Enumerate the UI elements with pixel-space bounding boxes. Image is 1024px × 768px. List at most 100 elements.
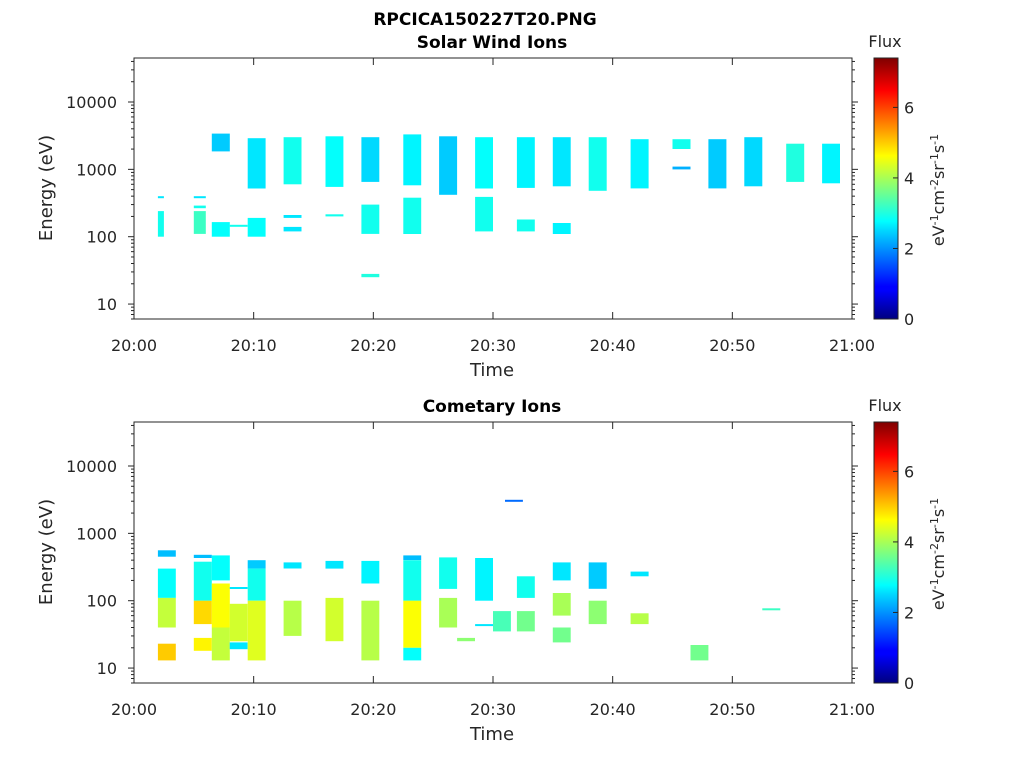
heatmap-cell bbox=[552, 627, 571, 643]
heatmap-cell bbox=[229, 587, 248, 589]
heatmap-cell bbox=[325, 214, 344, 217]
colorbar: Flux 0 2 4 6 eV-1cm-2sr-1s-1 bbox=[868, 32, 948, 329]
heatmap-cell bbox=[361, 273, 380, 278]
heatmap-cell bbox=[157, 196, 164, 199]
heatmap-cell bbox=[672, 139, 691, 149]
heatmap-cell bbox=[457, 637, 475, 642]
heatmap-cell bbox=[361, 560, 380, 584]
heatmap-cell bbox=[439, 136, 458, 195]
heatmap-cell bbox=[247, 568, 266, 601]
colorbar-tick-label: 2 bbox=[904, 239, 914, 258]
heatmap-cell bbox=[630, 139, 649, 189]
heatmap-cell bbox=[247, 560, 266, 569]
y-axis-label: Energy (eV) bbox=[36, 499, 57, 605]
heatmap-cell bbox=[403, 600, 422, 648]
y-tick-label: 1000 bbox=[76, 160, 117, 179]
x-tick-label: 20:10 bbox=[231, 336, 277, 355]
heatmap-cell bbox=[403, 560, 422, 601]
y-tick-label: 100 bbox=[86, 228, 117, 247]
heatmap-cell bbox=[247, 600, 266, 661]
heatmap-cell bbox=[211, 222, 230, 237]
heatmap-cell bbox=[403, 647, 422, 661]
heatmap-cell bbox=[403, 197, 422, 234]
heatmap-cell bbox=[247, 138, 266, 189]
colorbar-gradient bbox=[873, 421, 899, 684]
heatmap-cell bbox=[552, 593, 571, 616]
colorbar-unit-label: eV-1cm-2sr-1s-1 bbox=[928, 498, 949, 610]
colorbar-tick-label: 4 bbox=[904, 533, 914, 552]
x-tick-label: 20:00 bbox=[111, 336, 157, 355]
heatmap-cell bbox=[552, 137, 571, 187]
panel-solar-wind: Solar Wind Ions 20:00 20:10 20:20 20:30 20:4… bbox=[36, 32, 948, 381]
y-tick-label: 10000 bbox=[66, 457, 117, 476]
heatmap-cell bbox=[708, 139, 727, 189]
x-tick-label: 20:00 bbox=[111, 700, 157, 719]
colorbar-unit-label: eV-1cm-2sr-1s-1 bbox=[928, 134, 949, 246]
heatmap-cell bbox=[325, 136, 344, 187]
heatmap-cell bbox=[516, 219, 535, 232]
colorbar-title: Flux bbox=[868, 32, 901, 51]
colorbar-tick-label: 0 bbox=[904, 310, 914, 329]
colorbar-tick-label: 6 bbox=[904, 462, 914, 481]
heatmap-cell bbox=[552, 562, 571, 581]
colorbar-tick-label: 4 bbox=[904, 169, 914, 188]
heatmap-cell bbox=[588, 600, 607, 625]
heatmap-cell bbox=[630, 613, 649, 625]
heatmap-cell bbox=[157, 211, 164, 237]
heatmap-cell bbox=[744, 137, 763, 187]
heatmap-cell bbox=[475, 196, 493, 232]
x-axis-label: Time bbox=[469, 724, 514, 745]
heatmap-cell bbox=[439, 597, 458, 628]
x-tick-label: 20:20 bbox=[350, 336, 396, 355]
y-tick-label: 10 bbox=[97, 659, 117, 678]
heatmap-cell bbox=[211, 555, 230, 581]
colorbar-tick-label: 6 bbox=[904, 98, 914, 117]
heatmap-cell bbox=[505, 499, 523, 502]
heatmap-cell bbox=[516, 137, 535, 188]
panel-cometary: Cometary Ions 20:00 20:10 20:20 20:30 20:40 2… bbox=[36, 396, 948, 745]
heatmap-cell bbox=[493, 611, 511, 632]
x-tick-label: 20:30 bbox=[470, 336, 516, 355]
x-tick-label: 21:00 bbox=[829, 700, 875, 719]
heatmap-cell bbox=[247, 217, 266, 237]
y-axis-label: Energy (eV) bbox=[36, 135, 57, 241]
heatmap-cell bbox=[211, 133, 230, 152]
x-axis: 20:00 20:10 20:20 20:30 20:40 20:50 21:00 bbox=[111, 58, 875, 355]
x-tick-label: 20:10 bbox=[231, 700, 277, 719]
heatmap-cell bbox=[157, 568, 176, 598]
heatmap-cell bbox=[516, 611, 535, 632]
heatmap-cell bbox=[193, 600, 212, 625]
heatmap-cell bbox=[403, 555, 422, 561]
colorbar-title: Flux bbox=[868, 396, 901, 415]
heatmap-cell bbox=[630, 571, 649, 577]
y-axis: 10 100 1000 10000 bbox=[66, 60, 858, 320]
panel-title: Solar Wind Ions bbox=[417, 33, 568, 53]
heatmap-cell bbox=[475, 624, 493, 627]
colorbar-ticks: 0 2 4 6 bbox=[893, 98, 914, 329]
colorbar-ticks: 0 2 4 6 bbox=[893, 462, 914, 693]
y-tick-label: 10 bbox=[97, 295, 117, 314]
x-axis: 20:00 20:10 20:20 20:30 20:40 20:50 21:00 bbox=[111, 422, 875, 719]
heatmap-cell bbox=[672, 166, 691, 170]
heatmap-cell bbox=[157, 550, 176, 557]
heatmap-cell bbox=[193, 196, 206, 199]
figure-suptitle: RPCICA150227T20.PNG bbox=[373, 10, 596, 30]
heatmap-cell bbox=[229, 603, 248, 642]
colorbar-gradient bbox=[873, 57, 899, 320]
heatmap-cell bbox=[193, 637, 212, 651]
heatmap-cell bbox=[283, 137, 302, 185]
heatmap-cell bbox=[283, 562, 302, 569]
heatmap-cell bbox=[229, 224, 248, 227]
colorbar-tick-label: 0 bbox=[904, 674, 914, 693]
panel-title: Cometary Ions bbox=[423, 397, 562, 417]
heatmap-cell bbox=[229, 642, 248, 650]
heatmap-cell bbox=[762, 608, 781, 611]
heatmap-cell bbox=[325, 597, 344, 642]
heatmap-cell bbox=[439, 557, 458, 589]
x-axis-label: Time bbox=[469, 360, 514, 381]
heatmap-cell bbox=[361, 600, 380, 661]
heatmap-cell bbox=[822, 143, 840, 184]
y-tick-label: 100 bbox=[86, 592, 117, 611]
x-tick-label: 21:00 bbox=[829, 336, 875, 355]
